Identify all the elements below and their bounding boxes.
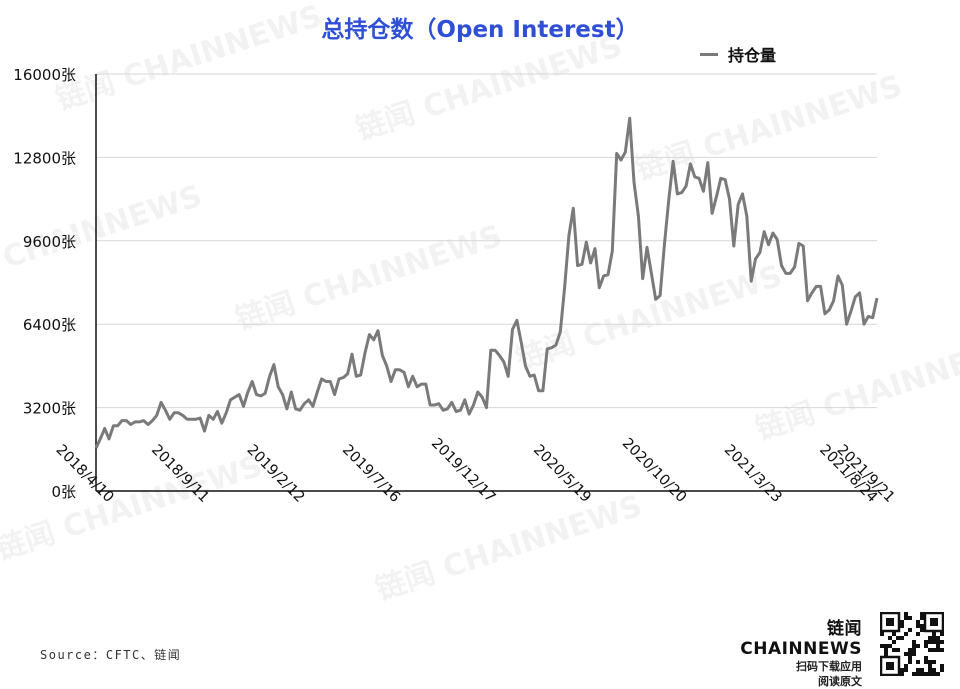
y-tick-label: 9600张 xyxy=(23,233,76,251)
gridlines xyxy=(95,73,877,492)
brand-download-text: 扫码下载应用 xyxy=(796,660,862,673)
x-tick-label: 2019/12/17 xyxy=(428,435,498,505)
qr-code-icon[interactable] xyxy=(880,612,944,676)
y-tick-label: 0张 xyxy=(51,483,76,501)
legend: 持仓量 xyxy=(700,42,776,66)
y-tick-label: 3200张 xyxy=(23,400,76,418)
source-note: Source：CFTC、链闻 xyxy=(40,648,182,662)
brand-read-text: 阅读原文 xyxy=(818,675,862,688)
brand-logo: 链闻 CHAINNEWS xyxy=(740,619,862,659)
legend-swatch xyxy=(700,52,718,56)
x-tick-label: 2020/5/19 xyxy=(530,442,594,506)
y-axis-ticks: 0张 3200张 6400张 9600张 12800张 16000张 xyxy=(13,66,76,501)
y-tick-label: 12800张 xyxy=(13,149,76,167)
watermark-text: 链闻 CHAINNEWS xyxy=(352,29,627,148)
legend-label: 持仓量 xyxy=(728,46,777,65)
watermark-text: 链闻 CHAINNEWS xyxy=(512,259,787,378)
y-tick-label: 6400张 xyxy=(23,316,76,334)
series-line-open-interest xyxy=(94,116,879,449)
chart-title: 总持仓数（Open Interest） xyxy=(321,17,639,43)
watermark-text: 链闻 CHAINNEWS xyxy=(232,219,507,338)
brand-block: 链闻 CHAINNEWS 扫码下载应用 阅读原文 xyxy=(726,614,862,689)
x-tick-label: 2019/7/16 xyxy=(339,442,403,506)
watermark-text: 链闻 CHAINNEWS xyxy=(0,449,266,568)
watermark-text: 链闻 CHAINNEWS xyxy=(752,329,960,448)
y-tick-label: 16000张 xyxy=(13,66,76,84)
x-tick-label: 2021/3/23 xyxy=(721,442,785,506)
watermark-text: 链闻 CHAINNEWS xyxy=(372,489,647,608)
